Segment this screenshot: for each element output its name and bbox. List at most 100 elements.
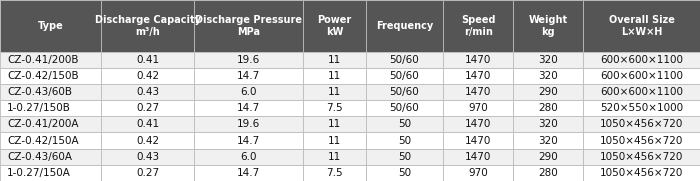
Bar xyxy=(0,149,101,165)
Bar xyxy=(513,84,583,100)
Bar xyxy=(583,149,700,165)
Text: 320: 320 xyxy=(538,55,558,65)
Text: 290: 290 xyxy=(538,87,558,97)
Text: 0.43: 0.43 xyxy=(136,87,160,97)
Text: 14.7: 14.7 xyxy=(237,71,260,81)
Text: 50/60: 50/60 xyxy=(390,103,419,113)
Text: CZ-0.41/200A: CZ-0.41/200A xyxy=(7,119,78,129)
Text: 11: 11 xyxy=(328,119,341,129)
Text: 1470: 1470 xyxy=(465,136,491,146)
Bar xyxy=(303,149,365,165)
Bar xyxy=(0,84,101,100)
Text: 600×600×1100: 600×600×1100 xyxy=(600,55,683,65)
Bar xyxy=(0,132,101,149)
Text: CZ-0.41/200B: CZ-0.41/200B xyxy=(7,55,78,65)
Bar xyxy=(303,52,365,68)
Text: 1470: 1470 xyxy=(465,119,491,129)
Text: 280: 280 xyxy=(538,168,558,178)
Text: Weight
kg: Weight kg xyxy=(528,15,568,37)
Bar xyxy=(195,149,303,165)
Bar xyxy=(101,68,195,84)
Text: CZ-0.42/150A: CZ-0.42/150A xyxy=(7,136,78,146)
Bar xyxy=(101,100,195,116)
Text: 11: 11 xyxy=(328,55,341,65)
Bar xyxy=(583,100,700,116)
Bar xyxy=(365,68,443,84)
Text: CZ-0.43/60A: CZ-0.43/60A xyxy=(7,152,72,162)
Text: 1470: 1470 xyxy=(465,71,491,81)
Bar xyxy=(365,149,443,165)
Text: 50: 50 xyxy=(398,136,411,146)
Text: 0.27: 0.27 xyxy=(136,103,160,113)
Bar xyxy=(443,0,513,52)
Text: CZ-0.43/60B: CZ-0.43/60B xyxy=(7,87,72,97)
Text: 50: 50 xyxy=(398,168,411,178)
Text: 320: 320 xyxy=(538,136,558,146)
Text: 7.5: 7.5 xyxy=(326,103,343,113)
Text: 280: 280 xyxy=(538,103,558,113)
Bar xyxy=(513,116,583,132)
Bar xyxy=(583,68,700,84)
Bar xyxy=(0,116,101,132)
Bar xyxy=(443,84,513,100)
Text: 0.41: 0.41 xyxy=(136,55,160,65)
Bar xyxy=(583,84,700,100)
Text: 1050×456×720: 1050×456×720 xyxy=(600,168,683,178)
Text: 50/60: 50/60 xyxy=(390,87,419,97)
Bar xyxy=(583,116,700,132)
Bar xyxy=(195,132,303,149)
Bar xyxy=(0,100,101,116)
Text: 290: 290 xyxy=(538,152,558,162)
Text: 0.43: 0.43 xyxy=(136,152,160,162)
Text: 320: 320 xyxy=(538,71,558,81)
Bar xyxy=(513,132,583,149)
Text: 11: 11 xyxy=(328,71,341,81)
Text: 6.0: 6.0 xyxy=(241,152,257,162)
Bar xyxy=(513,68,583,84)
Text: 320: 320 xyxy=(538,119,558,129)
Bar xyxy=(195,68,303,84)
Text: 1-0.27/150A: 1-0.27/150A xyxy=(7,168,71,178)
Text: 0.41: 0.41 xyxy=(136,119,160,129)
Text: CZ-0.42/150B: CZ-0.42/150B xyxy=(7,71,78,81)
Bar xyxy=(443,165,513,181)
Text: 19.6: 19.6 xyxy=(237,119,260,129)
Text: 50: 50 xyxy=(398,152,411,162)
Bar xyxy=(583,132,700,149)
Bar xyxy=(303,132,365,149)
Bar xyxy=(0,52,101,68)
Text: 0.42: 0.42 xyxy=(136,71,160,81)
Text: 1-0.27/150B: 1-0.27/150B xyxy=(7,103,71,113)
Bar xyxy=(583,0,700,52)
Bar xyxy=(303,116,365,132)
Bar xyxy=(195,52,303,68)
Bar xyxy=(365,100,443,116)
Text: 0.27: 0.27 xyxy=(136,168,160,178)
Text: 19.6: 19.6 xyxy=(237,55,260,65)
Text: Power
kW: Power kW xyxy=(317,15,351,37)
Text: 600×600×1100: 600×600×1100 xyxy=(600,87,683,97)
Bar xyxy=(195,100,303,116)
Bar xyxy=(195,165,303,181)
Bar xyxy=(303,68,365,84)
Bar xyxy=(513,165,583,181)
Text: Speed
r/min: Speed r/min xyxy=(461,15,496,37)
Bar xyxy=(583,165,700,181)
Text: 14.7: 14.7 xyxy=(237,103,260,113)
Text: 1050×456×720: 1050×456×720 xyxy=(600,136,683,146)
Bar xyxy=(443,132,513,149)
Bar xyxy=(195,84,303,100)
Text: 600×600×1100: 600×600×1100 xyxy=(600,71,683,81)
Bar xyxy=(365,52,443,68)
Bar xyxy=(0,68,101,84)
Bar xyxy=(365,84,443,100)
Text: 1470: 1470 xyxy=(465,152,491,162)
Bar xyxy=(303,165,365,181)
Bar xyxy=(513,52,583,68)
Bar xyxy=(0,165,101,181)
Text: 970: 970 xyxy=(468,103,488,113)
Bar xyxy=(513,0,583,52)
Bar xyxy=(443,100,513,116)
Text: 11: 11 xyxy=(328,87,341,97)
Bar xyxy=(365,165,443,181)
